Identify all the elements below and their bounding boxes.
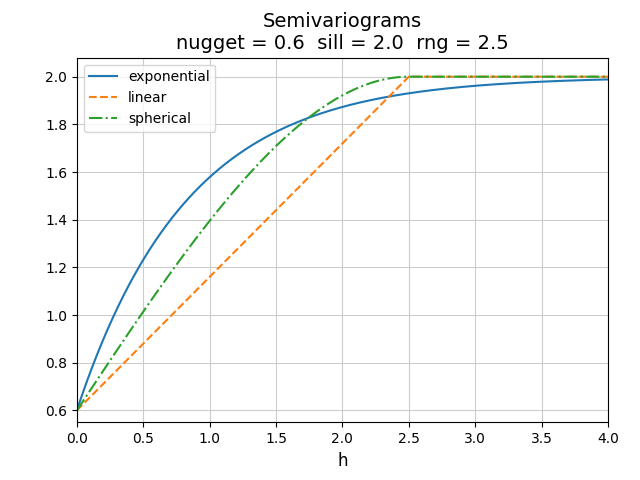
Title: Semivariograms
nugget = 0.6  sill = 2.0  rng = 2.5: Semivariograms nugget = 0.6 sill = 2.0 r… xyxy=(176,12,509,53)
exponential xyxy=(332,106,339,112)
exponential xyxy=(100,335,108,341)
X-axis label: h: h xyxy=(337,452,348,469)
exponential xyxy=(589,77,596,83)
Line: linear: linear xyxy=(77,77,608,410)
linear xyxy=(405,74,413,80)
spherical xyxy=(492,74,499,80)
exponential xyxy=(317,110,325,116)
linear xyxy=(589,74,596,80)
Line: exponential: exponential xyxy=(77,79,608,410)
linear xyxy=(100,380,108,386)
spherical xyxy=(100,367,108,372)
spherical xyxy=(405,74,413,80)
spherical xyxy=(589,74,596,80)
exponential xyxy=(604,76,612,82)
exponential xyxy=(589,77,596,83)
linear xyxy=(332,148,339,154)
Legend: exponential, linear, spherical: exponential, linear, spherical xyxy=(84,64,216,132)
exponential xyxy=(73,408,81,413)
spherical xyxy=(589,74,596,80)
linear xyxy=(73,408,81,413)
linear xyxy=(589,74,596,80)
spherical xyxy=(604,74,612,80)
spherical xyxy=(332,96,339,102)
spherical xyxy=(73,408,81,413)
linear xyxy=(492,74,499,80)
exponential xyxy=(492,82,499,87)
linear xyxy=(317,162,325,168)
spherical xyxy=(317,106,325,111)
Line: spherical: spherical xyxy=(77,77,608,410)
linear xyxy=(604,74,612,80)
